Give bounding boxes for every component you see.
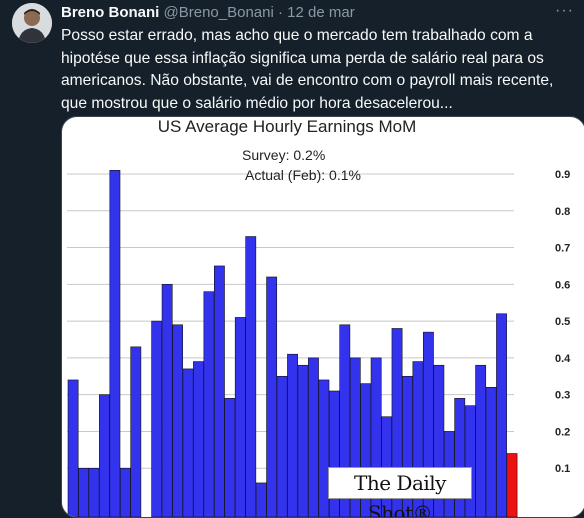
y-tick-label: 0.6 (555, 279, 570, 291)
separator: · (278, 4, 283, 21)
bar-latest (506, 453, 518, 517)
author-name[interactable]: Breno Bonani (61, 4, 160, 21)
author-handle[interactable]: @Breno_Bonani (163, 4, 274, 21)
bar (130, 346, 142, 517)
bar (193, 361, 204, 517)
bar (308, 357, 319, 517)
y-tick-label: 0.2 (555, 426, 570, 438)
bar (496, 313, 507, 517)
bar (224, 398, 236, 517)
bar (464, 405, 476, 517)
actual-annotation: Actual (Feb): 0.1% (245, 167, 361, 183)
y-tick-label: 0.3 (555, 390, 570, 402)
tweet-text: Posso estar errado, mas acho que o merca… (61, 27, 554, 112)
bar (475, 364, 487, 517)
bar (161, 284, 173, 517)
y-tick-label: 0.9 (555, 169, 570, 181)
y-tick-label: 0.4 (555, 353, 571, 365)
chart-title: US Average Hourly Earnings MoM (157, 117, 417, 136)
earnings-chart: 0.9 0.8 0.7 0.6 0.5 0.4 0.3 0.2 0.1 (67, 169, 571, 517)
bar (234, 317, 246, 517)
bar (454, 398, 466, 517)
tweet-media-image[interactable]: 0.9 0.8 0.7 0.6 0.5 0.4 0.3 0.2 0.1 US Average H… (61, 116, 584, 518)
bar (109, 170, 121, 517)
y-tick-label: 0.1 (555, 463, 570, 475)
bar (99, 394, 110, 517)
bar (485, 387, 497, 517)
y-tick-label: 0.7 (555, 243, 570, 255)
bar (203, 291, 215, 517)
bar (245, 236, 257, 517)
bar (119, 467, 131, 517)
y-tick-label: 0.8 (555, 206, 570, 218)
more-horizontal-icon[interactable]: ··· (555, 2, 574, 19)
tweet-header: Breno Bonani @Breno_Bonani · 12 de mar (61, 4, 355, 21)
bar (88, 467, 100, 517)
bar (276, 375, 288, 517)
avatar[interactable] (12, 3, 52, 43)
bar (214, 265, 225, 517)
bar (297, 364, 309, 517)
bar (287, 353, 298, 517)
bar (67, 379, 79, 517)
y-tick-label: 0.5 (555, 316, 570, 328)
bar (266, 276, 278, 517)
bar (172, 324, 183, 517)
bar (255, 482, 267, 517)
bar (78, 467, 89, 517)
daily-shot-logo: The Daily Shot® (328, 467, 472, 517)
bar (151, 320, 163, 517)
survey-annotation: Survey: 0.2% (242, 147, 326, 163)
bar (182, 368, 194, 517)
tweet-date[interactable]: 12 de mar (287, 4, 355, 21)
